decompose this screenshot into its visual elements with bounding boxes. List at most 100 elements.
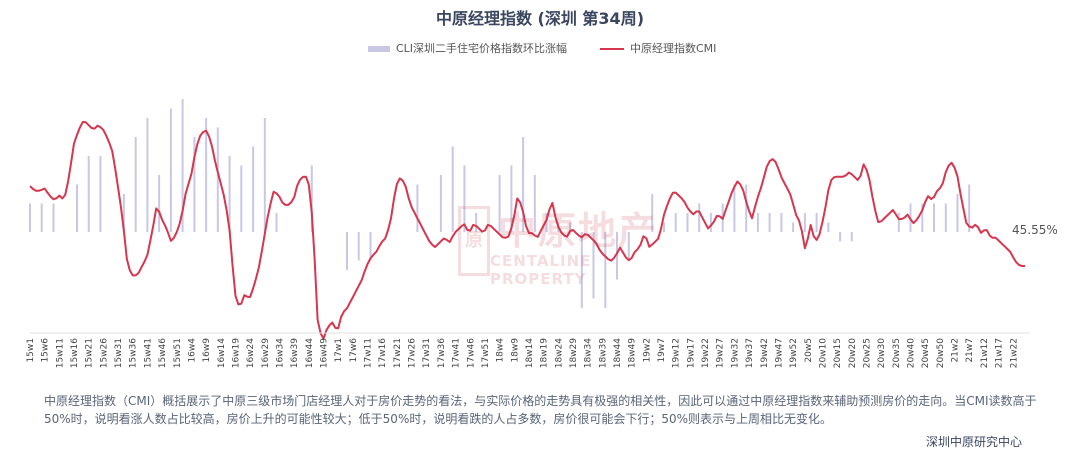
x-tick-label: 18w29 <box>569 338 579 369</box>
cli-bar <box>897 213 900 232</box>
cli-bar <box>263 118 266 232</box>
x-tick-label: 17w6 <box>349 338 359 363</box>
x-tick-label: 21w2 <box>951 338 961 363</box>
x-tick-label: 17w1 <box>334 338 344 363</box>
x-tick-label: 15w36 <box>129 338 139 369</box>
legend-item-cli[interactable]: CLI深圳二手住宅价格指数环比涨幅 <box>368 40 567 56</box>
x-tick-label: 16w14 <box>217 338 227 369</box>
legend-label-cmi: 中原经理指数CMI <box>630 42 717 55</box>
cli-bar <box>357 232 360 261</box>
cli-bar <box>310 165 313 232</box>
x-tick-label: 18w19 <box>540 338 550 369</box>
x-tick-label: 16w29 <box>261 338 271 369</box>
cli-bar <box>510 165 513 232</box>
bar-series-cli <box>29 99 971 308</box>
cli-bar <box>604 232 607 308</box>
cli-bar <box>76 184 78 232</box>
x-tick-label: 19w47 <box>775 338 785 368</box>
cli-bar <box>275 213 278 232</box>
cmi-end-label: 45.55% <box>1012 223 1058 237</box>
watermark-chinese: 中原地产 <box>498 209 659 253</box>
cli-bar <box>956 194 959 232</box>
x-tick-label: 18w39 <box>598 338 608 369</box>
x-tick-label: 19w32 <box>730 338 740 368</box>
legend-item-cmi[interactable]: 中原经理指数CMI <box>600 40 716 56</box>
cli-bar <box>439 175 442 232</box>
cli-bar <box>533 175 536 232</box>
cli-bar <box>158 175 161 232</box>
cli-bar <box>545 213 548 232</box>
cli-bar <box>252 146 255 232</box>
x-tick-label: 15w31 <box>114 338 124 368</box>
cli-bar <box>933 203 935 232</box>
x-tick-label: 20w50 <box>936 338 946 369</box>
x-axis-ticks: 15w1 15w6 15w11 15w16 15w21 15w26 15w31 15w36 15… <box>26 338 1019 369</box>
centaline-watermark: 原 中原地产 CENTALINE PROPERTY <box>458 200 688 288</box>
x-tick-label: 15w6 <box>41 338 51 363</box>
cli-bar <box>839 232 842 242</box>
x-tick-label: 17w26 <box>408 338 418 369</box>
cli-bar <box>592 232 595 299</box>
cli-bar <box>122 194 125 232</box>
cli-bar <box>944 203 947 232</box>
cli-bar <box>181 99 184 232</box>
cli-bar <box>580 232 583 308</box>
x-tick-label: 20w15 <box>833 338 843 368</box>
cli-bar <box>674 213 677 232</box>
cli-bar <box>616 232 618 280</box>
cli-bar <box>745 184 748 232</box>
x-tick-label: 15w46 <box>158 338 168 369</box>
x-tick-label: 20w20 <box>848 338 858 369</box>
cli-bar <box>99 156 102 232</box>
x-tick-label: 20w10 <box>819 338 829 369</box>
cli-bar <box>193 137 196 232</box>
cli-bar <box>921 203 924 232</box>
cli-bar <box>522 137 525 232</box>
x-tick-label: 21w7 <box>965 338 975 363</box>
x-tick-label: 18w14 <box>525 338 535 369</box>
x-tick-label: 18w24 <box>554 338 564 369</box>
x-tick-label: 21w22 <box>1009 338 1019 368</box>
cli-bar <box>780 213 783 232</box>
cli-bar <box>40 203 43 232</box>
x-tick-label: 21w17 <box>995 338 1005 368</box>
x-tick-label: 15w11 <box>55 338 65 368</box>
x-tick-label: 20w35 <box>892 338 902 368</box>
cli-bar <box>475 213 478 232</box>
x-tick-label: 18w9 <box>510 338 520 363</box>
cli-bar <box>686 213 689 232</box>
cli-bar <box>815 213 818 232</box>
x-tick-label: 20w45 <box>921 338 931 368</box>
x-tick-label: 19w27 <box>716 338 726 368</box>
x-tick-label: 18w44 <box>613 338 623 369</box>
legend: CLI深圳二手住宅价格指数环比涨幅 中原经理指数CMI <box>0 40 1080 56</box>
cli-bar <box>416 184 419 232</box>
watermark-english: CENTALINE PROPERTY <box>490 252 592 288</box>
x-tick-label: 19w12 <box>672 338 682 368</box>
x-tick-label: 19w52 <box>789 338 799 368</box>
x-tick-label: 17w16 <box>378 338 388 369</box>
x-tick-label: 19w22 <box>701 338 711 368</box>
x-tick-label: 17w41 <box>452 338 462 368</box>
cli-bar <box>369 232 372 261</box>
cli-bar <box>29 203 31 232</box>
cli-bar <box>228 156 231 232</box>
x-tick-label: 17w31 <box>422 338 432 368</box>
legend-swatch-line <box>600 48 624 50</box>
x-tick-label: 15w26 <box>99 338 109 369</box>
x-tick-label: 20w30 <box>877 338 887 369</box>
x-tick-label: 15w51 <box>173 338 183 368</box>
cli-bar <box>827 222 830 232</box>
cli-bar <box>146 118 149 232</box>
cli-bar <box>768 213 771 232</box>
x-tick-label: 16w19 <box>232 338 242 369</box>
cli-bar <box>850 232 853 242</box>
cli-bar <box>87 156 90 232</box>
x-tick-label: 15w1 <box>26 338 36 363</box>
chart-plot: 15w1 15w6 15w11 15w16 15w21 15w26 15w31 15w36 15… <box>26 99 1058 369</box>
cli-bar <box>709 213 712 232</box>
cli-bar <box>169 108 172 232</box>
x-tick-label: 19w42 <box>760 338 770 368</box>
x-tick-label: 19w2 <box>642 338 652 363</box>
x-tick-label: 17w21 <box>393 338 403 368</box>
